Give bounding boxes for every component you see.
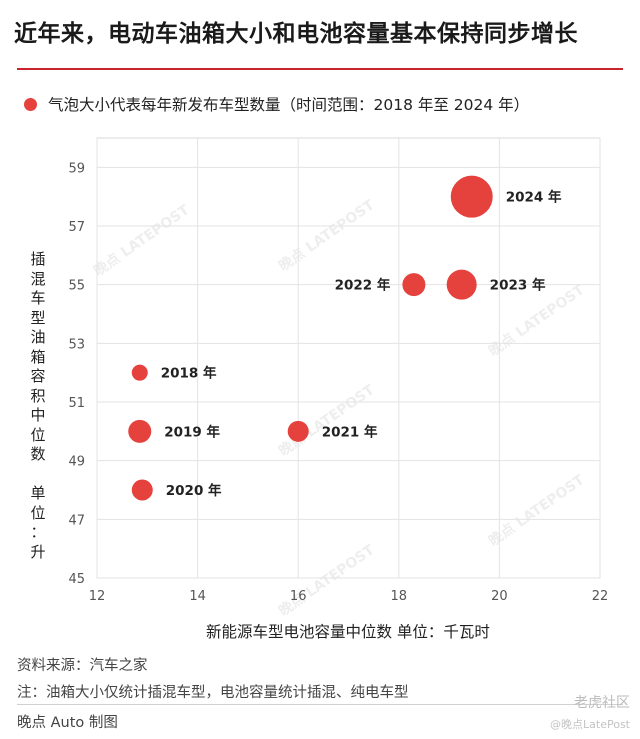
footer-divider [17, 704, 623, 705]
bubble-2021 [287, 420, 309, 442]
y-axis-label-char: 升 [30, 542, 46, 561]
note-text: 注：油箱大小仅统计插混车型，电池容量统计插混、纯电车型 [17, 685, 409, 701]
y-tick-label: 45 [68, 572, 85, 587]
chart-title: 近年来，电动车油箱大小和电池容量基本保持同步增长 [14, 21, 578, 47]
y-tick-label: 59 [68, 161, 85, 176]
y-axis-label-char: 积 [30, 386, 46, 405]
bubble-2020 [131, 479, 153, 501]
x-tick-label: 18 [391, 589, 408, 604]
y-axis-label-char: 位 [30, 425, 46, 444]
y-axis-label-char: 中 [30, 406, 46, 424]
watermark-text: 老虎社区 [574, 695, 630, 711]
bubble-2024 [450, 175, 493, 218]
y-axis-label: 插混车型油箱容积中位数 单位：升 [28, 250, 48, 562]
bubble-label: 2018 年 [161, 365, 217, 382]
bubble-label: 2020 年 [166, 482, 222, 499]
title-divider [17, 68, 623, 70]
y-tick-label: 49 [68, 455, 85, 470]
y-axis-label-char: 油 [30, 328, 46, 346]
y-axis-label-char: 容 [30, 367, 46, 385]
x-tick-label: 20 [491, 589, 508, 604]
bubble-2018 [131, 364, 148, 381]
y-tick-label: 51 [68, 396, 85, 411]
y-axis-label-char: 位 [30, 503, 46, 522]
x-axis-label: 新能源车型电池容量中位数 单位：千瓦时 [206, 623, 490, 641]
bubble-label: 2021 年 [322, 423, 378, 440]
x-tick-label: 14 [189, 589, 206, 604]
y-axis-label-char: 混 [30, 269, 46, 288]
watermark-subtext: @晚点LatePost [550, 718, 630, 731]
x-tick-label: 16 [290, 589, 307, 604]
bubble-2019 [128, 419, 152, 443]
y-axis-label-char: 箱 [30, 347, 46, 366]
bubble-2022 [402, 273, 426, 297]
y-tick-label: 55 [68, 279, 85, 294]
legend-text: 气泡大小代表每年新发布车型数量（时间范围：2018 年至 2024 年） [48, 96, 530, 114]
bubble-label: 2022 年 [335, 277, 391, 294]
y-axis-label-char [28, 465, 48, 485]
bubble-label: 2024 年 [506, 189, 562, 206]
y-tick-label: 57 [68, 220, 85, 235]
bubble-label: 2023 年 [490, 277, 546, 294]
source-text: 资料来源：汽车之家 [17, 658, 148, 674]
scatter-chart: 12 14 16 18 20 22 45 47 49 51 53 55 57 59 2018 年 2019 年… [68, 137, 609, 604]
x-tick-label: 12 [89, 589, 106, 604]
y-axis-label-char: 车 [30, 289, 46, 307]
bubble-2023 [446, 269, 477, 300]
y-axis-label-char: 型 [30, 308, 46, 327]
y-tick-label: 47 [68, 513, 85, 528]
credit-text: 晚点 Auto 制图 [17, 715, 118, 731]
legend: 气泡大小代表每年新发布车型数量（时间范围：2018 年至 2024 年） [24, 93, 529, 115]
y-axis-label-char: 插 [30, 250, 46, 268]
x-tick-label: 22 [592, 589, 609, 604]
y-axis-label-char: 单 [30, 484, 46, 502]
y-axis-label-char: ： [30, 523, 46, 541]
y-tick-label: 53 [68, 337, 85, 352]
legend-bubble-icon [24, 97, 37, 111]
y-axis-label-char: 数 [30, 445, 46, 463]
bubble-label: 2019 年 [164, 423, 220, 440]
